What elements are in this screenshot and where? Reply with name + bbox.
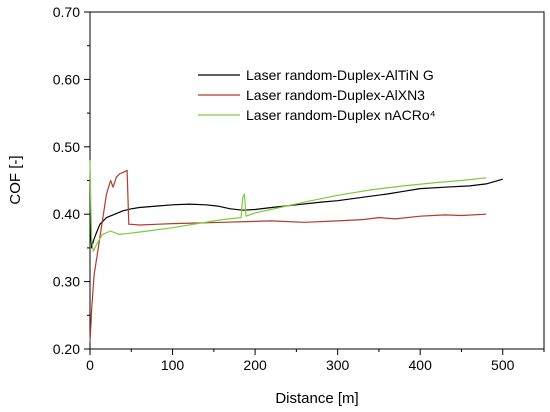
plot-frame bbox=[89, 11, 545, 350]
legend-label-2: Laser random-Duplex-AlXN3 bbox=[246, 87, 425, 103]
series-line-2 bbox=[89, 169, 487, 343]
y-tick-label: 0.70 bbox=[53, 4, 80, 20]
x-tick-label: 400 bbox=[409, 357, 433, 373]
y-tick-label: 0.40 bbox=[53, 206, 80, 222]
y-tick-label: 0.60 bbox=[53, 71, 80, 87]
legend-label-3: Laser random-Duplex nACRo⁴ bbox=[246, 107, 436, 123]
y-tick-label: 0.30 bbox=[53, 274, 80, 290]
x-tick-label: 200 bbox=[243, 357, 267, 373]
y-tick-label: 0.50 bbox=[53, 139, 80, 155]
series-line-3 bbox=[89, 160, 487, 252]
series-line-1 bbox=[89, 178, 503, 249]
x-tick-label: 300 bbox=[326, 357, 350, 373]
x-tick-label: 100 bbox=[161, 357, 185, 373]
x-axis-ticks: 0 100 200 300 400 500 bbox=[86, 349, 545, 373]
legend: Laser random-Duplex-AlTiN G Laser random-… bbox=[198, 67, 436, 123]
x-axis-title: Distance [m] bbox=[275, 390, 358, 407]
y-axis-ticks: 0.20 0.30 0.40 0.50 0.60 0.70 bbox=[53, 4, 90, 357]
y-tick-label: 0.20 bbox=[53, 341, 80, 357]
x-tick-label: 500 bbox=[491, 357, 515, 373]
series-lines bbox=[89, 160, 503, 343]
y-axis-title: COF [-] bbox=[7, 155, 24, 204]
x-tick-label: 0 bbox=[86, 357, 94, 373]
legend-label-1: Laser random-Duplex-AlTiN G bbox=[246, 67, 434, 83]
